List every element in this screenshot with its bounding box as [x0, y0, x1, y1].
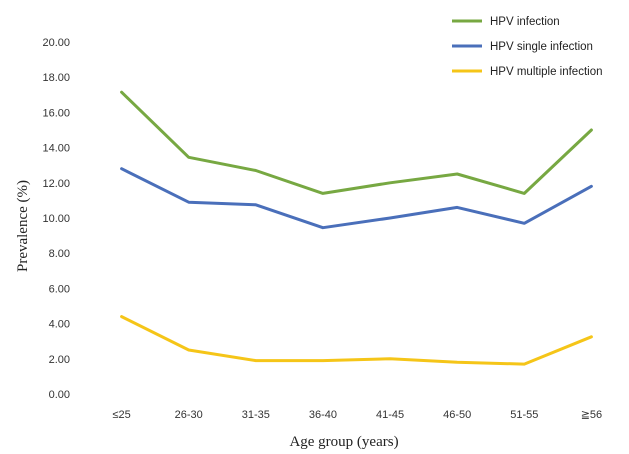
y-tick-label: 14.00: [42, 143, 70, 155]
y-axis-ticks: 0.00 2.00 4.00 6.00 8.00 10.00 12.00 14.00 16.00…: [42, 37, 70, 401]
y-tick-label: 20.00: [42, 37, 70, 49]
series-line-3: [120, 315, 593, 366]
x-tick-label: 51-55: [510, 409, 538, 421]
x-tick-label: 36-40: [309, 409, 337, 421]
x-tick-label: ≤25: [112, 409, 130, 421]
y-tick-label: 4.00: [49, 319, 70, 331]
x-tick-label: 26-30: [175, 409, 203, 421]
y-tick-label: 10.00: [42, 213, 70, 225]
legend-label-2: HPV single infection: [490, 41, 593, 53]
y-tick-label: 8.00: [49, 248, 70, 260]
x-tick-label: 41-45: [376, 409, 404, 421]
x-tick-label: 31-35: [242, 409, 270, 421]
x-tick-label: 46-50: [443, 409, 471, 421]
series-line-2: [120, 167, 593, 230]
y-axis-title: Prevalence (%): [15, 180, 31, 272]
legend-label-1: HPV infection: [490, 16, 560, 28]
y-tick-label: 6.00: [49, 283, 70, 295]
series-line-1: [120, 90, 593, 195]
x-axis-title: Age group (years): [289, 434, 398, 450]
legend: HPV infection HPV single infection HPV mul…: [452, 16, 603, 78]
y-tick-label: 12.00: [42, 178, 70, 190]
y-tick-label: 0.00: [49, 389, 70, 401]
x-tick-label: ≧56: [581, 409, 602, 421]
y-tick-label: 2.00: [49, 354, 70, 366]
x-axis-ticks: ≤25 26-30 31-35 36-40 41-45 46-50 51-55 ≧56: [112, 409, 602, 421]
legend-label-3: HPV multiple infection: [490, 66, 603, 78]
series-lines: [120, 90, 593, 366]
y-tick-label: 16.00: [42, 107, 70, 119]
y-tick-label: 18.00: [42, 72, 70, 84]
